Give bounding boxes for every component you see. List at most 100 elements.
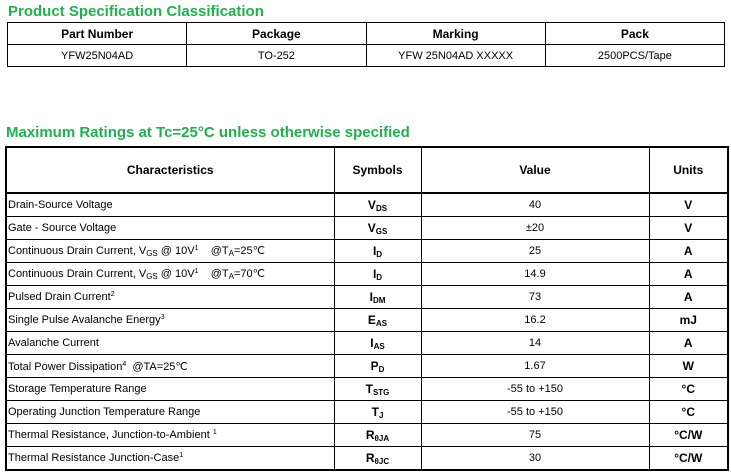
symbol-main: I (369, 289, 373, 304)
char-sup: 2 (110, 291, 115, 298)
symbol-subscript: D (376, 249, 383, 259)
char: Single Pulse Avalanche Energy (8, 314, 161, 326)
table-row: Thermal Resistance Junction-Case1 RθJC 3… (5, 446, 729, 471)
value: 30 (420, 446, 650, 471)
characteristic: Storage Temperature Range (5, 377, 335, 401)
max-ratings-title: Maximum Ratings at Tc=25°C unless otherw… (6, 124, 410, 141)
char-mid: @ 10V (157, 268, 195, 280)
characteristic: Avalanche Current (5, 331, 335, 355)
symbol-subscript: STG (372, 387, 390, 397)
header-value: Value (420, 146, 650, 194)
header-part-number: Part Number (6, 22, 188, 45)
marking: YFW 25N04AD XXXXX (365, 44, 546, 67)
symbol-subscript: θJC (374, 456, 390, 466)
header-marking: Marking (365, 22, 546, 45)
char-sup: 1 (212, 429, 217, 436)
value: 25 (420, 239, 650, 263)
unit: A (648, 262, 729, 286)
symbol: TSTG (333, 377, 422, 401)
symbol: PD (333, 354, 422, 378)
characteristic: Thermal Resistance Junction-Case1 (5, 446, 335, 471)
table-row: Continuous Drain Current, VGS @ 10V1 @TA… (5, 262, 729, 286)
symbol-subscript: GS (375, 226, 388, 236)
char: Gate - Source Voltage (8, 222, 117, 234)
symbol: VDS (333, 192, 422, 217)
unit: W (648, 354, 729, 378)
product-spec-title: Product Specification Classification (8, 3, 264, 20)
symbol-subscript: DS (375, 203, 388, 213)
table-row: YFW25N04AD TO-252 YFW 25N04AD XXXXX 2500… (6, 44, 726, 67)
symbol-subscript: AS (375, 318, 388, 328)
symbol: TJ (333, 400, 422, 424)
pack: 2500PCS/Tape (544, 44, 726, 67)
char: Thermal Resistance Junction-Case (8, 452, 180, 464)
char-end: =25℃ (233, 245, 265, 257)
symbol: RθJC (333, 446, 422, 471)
characteristic: Pulsed Drain Current2 (5, 285, 335, 309)
characteristic: Continuous Drain Current, VGS @ 10V1 @TA… (5, 262, 335, 286)
char-tail: @TA=25℃ (126, 360, 188, 373)
header-package: Package (186, 22, 367, 45)
table-row: Avalanche Current IAS 14 A (5, 331, 729, 355)
char-end: =70℃ (233, 268, 265, 280)
unit: A (648, 239, 729, 263)
char-sub2: A (228, 272, 234, 281)
symbol: RθJA (333, 423, 422, 447)
product-spec-table: Part Number Package Marking Pack YFW25N0… (6, 22, 726, 67)
char-sup: 1 (194, 268, 199, 275)
table-row: Storage Temperature Range TSTG -55 to +1… (5, 377, 729, 401)
value: -55 to +150 (420, 400, 650, 424)
char-sub2: A (228, 249, 234, 258)
table-header-row: Characteristics Symbols Value Units (5, 146, 729, 194)
characteristic: Continuous Drain Current, VGS @ 10V1 @TA… (5, 239, 335, 263)
symbol-subscript: J (378, 410, 384, 420)
symbol-main: V (367, 220, 376, 235)
char-sub: GS (146, 249, 158, 258)
char-tail: @T (198, 268, 229, 280)
value: ±20 (420, 216, 650, 240)
package: TO-252 (186, 44, 367, 67)
header-characteristics: Characteristics (5, 146, 335, 194)
char: Storage Temperature Range (8, 383, 147, 395)
unit: °C/W (648, 423, 729, 447)
characteristic: Operating Junction Temperature Range (5, 400, 335, 424)
unit: A (648, 331, 729, 355)
max-ratings-table: Characteristics Symbols Value Units Drai… (5, 146, 729, 471)
header-units: Units (648, 146, 729, 194)
value: 16.2 (420, 308, 650, 332)
symbol: ID (333, 262, 422, 286)
char-sup: 1 (179, 452, 184, 459)
symbol: EAS (333, 308, 422, 332)
unit: A (648, 285, 729, 309)
unit: °C (648, 377, 729, 401)
table-row: Total Power Dissipation4 @TA=25℃ PD 1.67… (5, 354, 729, 378)
symbol-main: P (370, 358, 379, 373)
table-header-row: Part Number Package Marking Pack (6, 22, 726, 45)
unit: °C (648, 400, 729, 424)
unit: V (648, 192, 729, 217)
table-row: Operating Junction Temperature Range TJ … (5, 400, 729, 424)
value: 40 (420, 192, 650, 217)
value: 73 (420, 285, 650, 309)
value: -55 to +150 (420, 377, 650, 401)
symbol-main: T (365, 381, 373, 396)
char-mid: @ 10V (157, 245, 195, 257)
symbol-main: E (367, 312, 376, 327)
char-sup: 1 (194, 245, 199, 252)
char: Thermal Resistance, Junction-to-Ambient (8, 429, 213, 441)
value: 14 (420, 331, 650, 355)
symbol-main: I (370, 335, 374, 350)
symbol: ID (333, 239, 422, 263)
table-row: Pulsed Drain Current2 IDM 73 A (5, 285, 729, 309)
value: 75 (420, 423, 650, 447)
symbol-subscript: D (378, 364, 385, 374)
characteristic: Single Pulse Avalanche Energy3 (5, 308, 335, 332)
char: Drain-Source Voltage (8, 199, 113, 211)
symbol-subscript: DM (372, 295, 386, 305)
symbol: VGS (333, 216, 422, 240)
char: Continuous Drain Current, V (8, 245, 147, 257)
value: 1.67 (420, 354, 650, 378)
symbol: IAS (333, 331, 422, 355)
symbol-main: T (371, 404, 379, 419)
table-row: Gate - Source Voltage VGS ±20 V (5, 216, 729, 240)
